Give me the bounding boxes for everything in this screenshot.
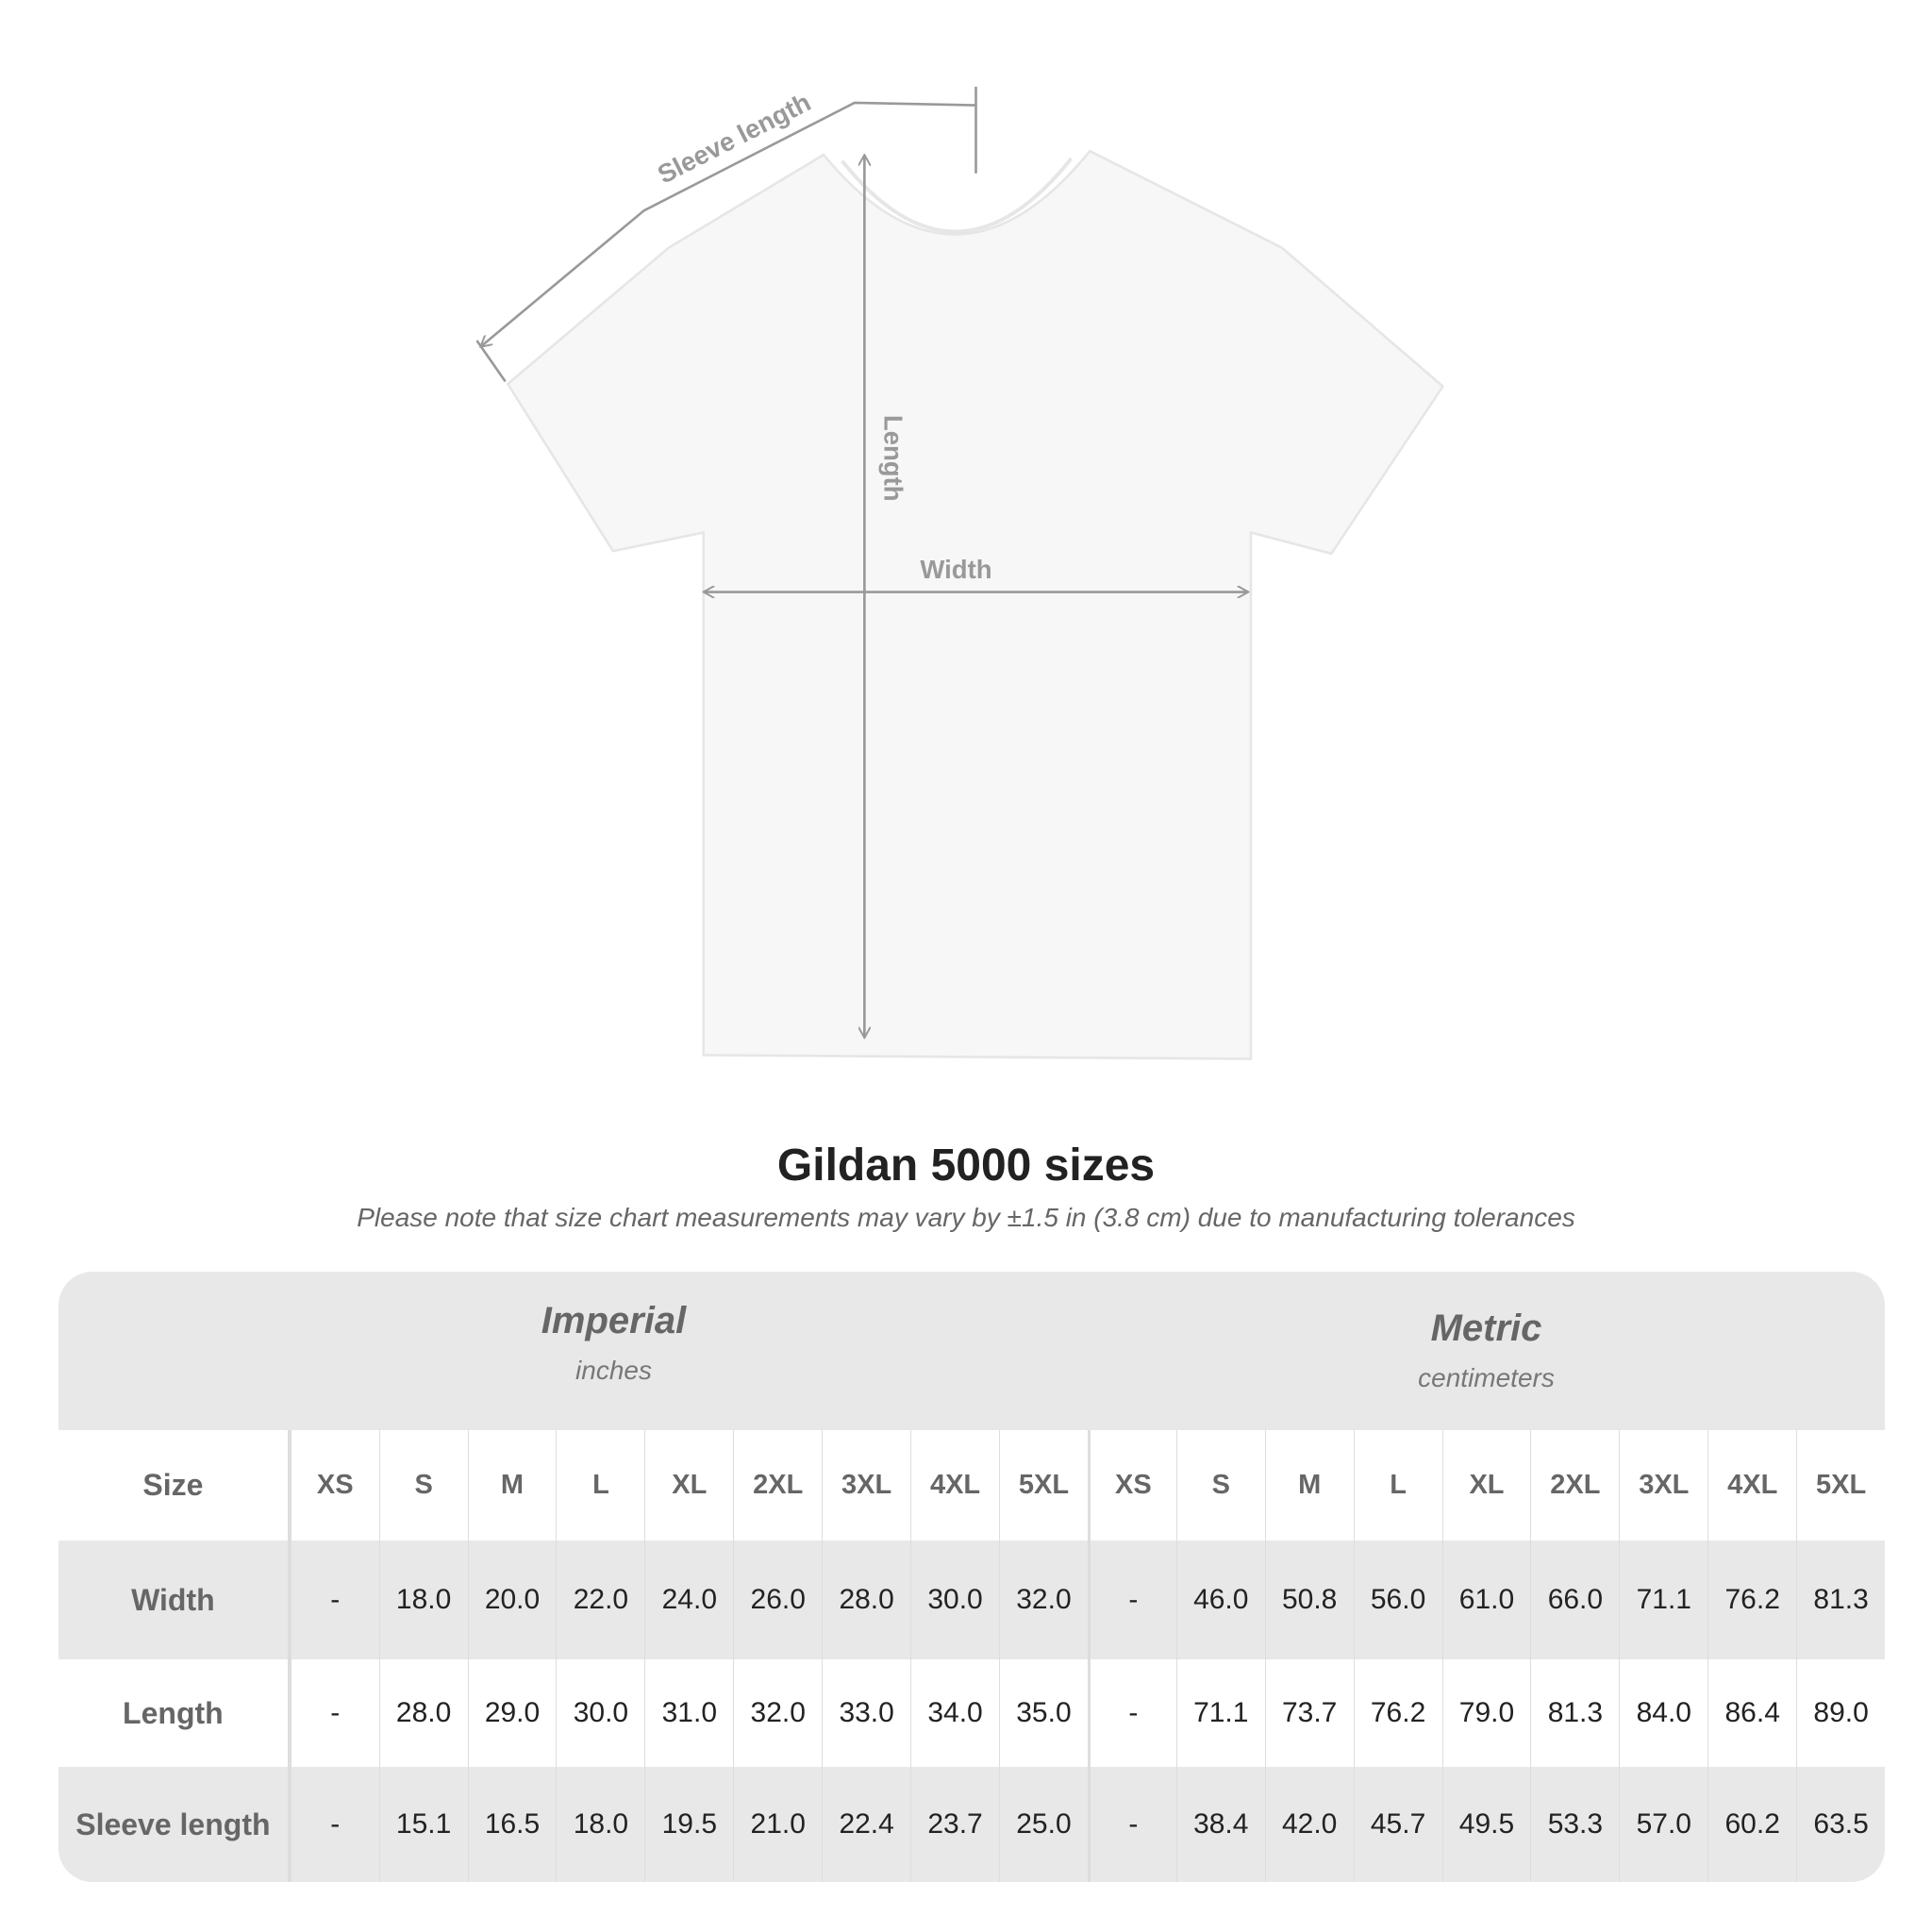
metric-cell: 5XL [1796, 1430, 1885, 1541]
imperial-title: Imperial [541, 1300, 687, 1341]
metric-cell: 56.0 [1353, 1541, 1442, 1659]
imperial-cell: 19.5 [644, 1767, 733, 1882]
imperial-cell: 5XL [999, 1430, 1088, 1541]
metric-cell: 73.7 [1264, 1659, 1354, 1767]
metric-cell: 42.0 [1264, 1767, 1354, 1882]
metric-cell: 81.3 [1796, 1541, 1885, 1659]
metric-cell: - [1087, 1767, 1176, 1882]
metric-cell: 89.0 [1796, 1659, 1885, 1767]
imperial-cell: XL [644, 1430, 733, 1541]
imperial-cell: XS [290, 1430, 379, 1541]
metric-cell: 3XL [1619, 1430, 1707, 1541]
size-table: Imperial inches Metric centimeters Size X… [58, 1272, 1885, 1882]
width-label: Width [920, 555, 991, 584]
imperial-cell: 2XL [733, 1430, 822, 1541]
metric-cell: 49.5 [1441, 1767, 1531, 1882]
sleeve-start-tick [475, 340, 507, 383]
imperial-cell: 3XL [822, 1430, 910, 1541]
table-row-width: Width -18.0 20.0 22.0 24.0 26.0 28.0 30.0 32.0-4… [58, 1541, 1885, 1659]
table-row-sleeve-length: Sleeve length -15.1 16.5 18.0 19.5 21.0 22.4 23… [58, 1767, 1885, 1882]
metric-cell: 45.7 [1353, 1767, 1442, 1882]
imperial-cell: 21.0 [733, 1767, 822, 1882]
imperial-cell: 35.0 [999, 1659, 1088, 1767]
imperial-cell: L [556, 1430, 644, 1541]
imperial-cell: S [378, 1430, 468, 1541]
row-label: Length [58, 1659, 291, 1767]
imperial-unit: inches [575, 1356, 652, 1385]
metric-unit: centimeters [1418, 1363, 1555, 1392]
imperial-cell: 22.4 [822, 1767, 910, 1882]
imperial-cell: 34.0 [910, 1659, 999, 1767]
metric-cell: 57.0 [1619, 1767, 1707, 1882]
metric-cell: 76.2 [1707, 1541, 1796, 1659]
metric-cell: 4XL [1707, 1430, 1796, 1541]
imperial-cell: 15.1 [378, 1767, 468, 1882]
imperial-cell: 33.0 [822, 1659, 910, 1767]
imperial-cell: 18.0 [556, 1767, 644, 1882]
imperial-header: Imperial inches [215, 1300, 1012, 1386]
imperial-cell: 4XL [910, 1430, 999, 1541]
length-label: Length [878, 415, 908, 502]
metric-header: Metric centimeters [1088, 1307, 1885, 1393]
imperial-cell: 25.0 [999, 1767, 1088, 1882]
collar [841, 157, 1074, 234]
imperial-cell: 28.0 [822, 1541, 910, 1659]
metric-cell: 71.1 [1175, 1659, 1265, 1767]
imperial-cell: 22.0 [556, 1541, 644, 1659]
imperial-cell: - [290, 1659, 379, 1767]
metric-cell: XL [1441, 1430, 1531, 1541]
sleeve-arrow [480, 101, 976, 347]
imperial-cell: 16.5 [467, 1767, 557, 1882]
imperial-cell: 31.0 [644, 1659, 733, 1767]
imperial-cell: 18.0 [378, 1541, 468, 1659]
metric-cell: S [1175, 1430, 1265, 1541]
metric-cell: 76.2 [1353, 1659, 1442, 1767]
imperial-cell: 30.0 [910, 1541, 999, 1659]
metric-cell: - [1087, 1541, 1176, 1659]
metric-cell: 46.0 [1175, 1541, 1265, 1659]
metric-title: Metric [1430, 1307, 1542, 1349]
metric-cell: 66.0 [1530, 1541, 1619, 1659]
metric-cell: 60.2 [1707, 1767, 1796, 1882]
row-label: Size [58, 1430, 291, 1541]
tolerance-note: Please note that size chart measurements… [357, 1203, 1575, 1232]
metric-cell: 2XL [1530, 1430, 1619, 1541]
metric-cell: 53.3 [1530, 1767, 1619, 1882]
imperial-cell: - [290, 1767, 379, 1882]
metric-cell: 84.0 [1619, 1659, 1707, 1767]
tshirt-diagram: Sleeve length Length Width [475, 86, 1445, 1060]
tshirt-shape [506, 149, 1445, 1060]
metric-cell: 61.0 [1441, 1541, 1531, 1659]
metric-cell: L [1353, 1430, 1442, 1541]
metric-cell: 86.4 [1707, 1659, 1796, 1767]
metric-cell: 79.0 [1441, 1659, 1531, 1767]
metric-cell: - [1087, 1659, 1176, 1767]
imperial-cell: 28.0 [378, 1659, 468, 1767]
imperial-cell: 26.0 [733, 1541, 822, 1659]
imperial-cell: - [290, 1541, 379, 1659]
imperial-cell: M [467, 1430, 557, 1541]
page-title: Gildan 5000 sizes [776, 1141, 1156, 1191]
metric-cell: 71.1 [1619, 1541, 1707, 1659]
imperial-cell: 20.0 [467, 1541, 557, 1659]
imperial-cell: 23.7 [910, 1767, 999, 1882]
metric-cell: 38.4 [1175, 1767, 1265, 1882]
metric-cell: 81.3 [1530, 1659, 1619, 1767]
metric-cell: 63.5 [1796, 1767, 1885, 1882]
row-label: Sleeve length [58, 1767, 291, 1882]
imperial-cell: 32.0 [999, 1541, 1088, 1659]
metric-cell: XS [1087, 1430, 1176, 1541]
imperial-cell: 29.0 [467, 1659, 557, 1767]
imperial-cell: 24.0 [644, 1541, 733, 1659]
row-label: Width [58, 1541, 291, 1659]
imperial-cell: 30.0 [556, 1659, 644, 1767]
size-header-row: Size XS S M L XL 2XL 3XL 4XL 5XL XS S M L XL 2XL 3XL 4XL 5… [58, 1430, 1885, 1541]
metric-cell: 50.8 [1264, 1541, 1354, 1659]
metric-cell: M [1264, 1430, 1354, 1541]
table-row-length: Length -28.0 29.0 30.0 31.0 32.0 33.0 34.0 35.0-… [58, 1659, 1885, 1767]
imperial-cell: 32.0 [733, 1659, 822, 1767]
